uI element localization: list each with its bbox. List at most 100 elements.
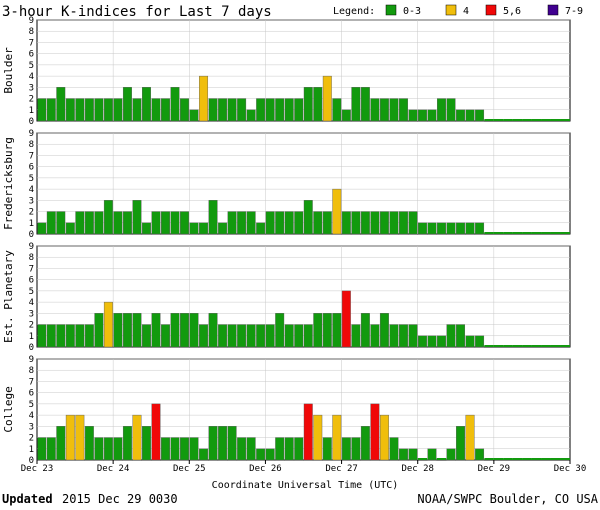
- y-tick-label: 0: [29, 117, 34, 127]
- k-bar: [113, 211, 123, 235]
- k-bar: [56, 324, 66, 348]
- k-bar: [208, 313, 218, 348]
- k-bar: [465, 414, 475, 461]
- k-bar: [465, 109, 475, 122]
- k-bar: [75, 324, 85, 348]
- k-bar: [132, 414, 142, 461]
- k-bar: [389, 98, 399, 122]
- k-bar: [303, 403, 313, 461]
- k-bar: [94, 211, 104, 235]
- k-bar: [303, 200, 313, 235]
- k-bar: [189, 109, 199, 122]
- k-bar: [446, 448, 456, 461]
- k-bar: [103, 98, 113, 122]
- k-bar: [284, 98, 294, 122]
- y-tick-label: 0: [29, 456, 34, 466]
- k-bar: [456, 109, 466, 122]
- k-bar: [522, 458, 532, 460]
- k-bar: [227, 98, 237, 122]
- k-bar: [56, 87, 66, 122]
- k-bar: [161, 437, 170, 461]
- y-tick-label: 8: [29, 366, 34, 376]
- k-bar: [94, 437, 104, 461]
- k-bar: [113, 98, 123, 122]
- k-bar: [456, 324, 466, 348]
- k-bar: [522, 232, 532, 234]
- k-bar: [227, 211, 237, 235]
- y-tick-label: 5: [29, 61, 34, 71]
- k-bar: [351, 324, 361, 348]
- k-bar: [437, 335, 446, 348]
- k-bar: [37, 437, 47, 461]
- k-bar: [246, 437, 256, 461]
- k-bar: [379, 414, 389, 461]
- k-bar: [456, 222, 466, 235]
- k-bar: [408, 324, 418, 348]
- k-bar: [132, 313, 142, 348]
- k-bar: [475, 109, 485, 122]
- updated-value: 2015 Dec 29 0030: [62, 492, 178, 506]
- k-bar: [313, 414, 323, 461]
- k-bar: [237, 98, 247, 122]
- y-tick-label: 7: [29, 38, 34, 48]
- y-tick-label: 4: [29, 298, 34, 308]
- k-bar: [427, 335, 437, 348]
- k-bar: [322, 75, 332, 122]
- y-tick-label: 5: [29, 287, 34, 297]
- k-bar: [522, 119, 532, 121]
- k-bar: [332, 98, 342, 122]
- x-tick-label: Dec 26: [249, 464, 282, 474]
- k-bar: [151, 403, 161, 461]
- x-tick-label: Dec 23: [21, 464, 54, 474]
- k-bar: [446, 222, 456, 235]
- k-bar: [560, 345, 570, 347]
- k-bar: [113, 313, 123, 348]
- k-bar: [122, 313, 132, 348]
- k-bar: [37, 98, 47, 122]
- k-bar: [161, 324, 170, 348]
- k-bar: [322, 211, 332, 235]
- k-bar: [465, 222, 475, 235]
- k-bar: [408, 211, 418, 235]
- k-bar: [180, 211, 189, 235]
- k-bar: [351, 87, 361, 122]
- k-bar: [389, 437, 399, 461]
- k-bar: [218, 324, 228, 348]
- k-bar: [360, 313, 370, 348]
- k-bar: [256, 98, 266, 122]
- y-tick-label: 1: [29, 219, 34, 229]
- k-bar: [522, 345, 532, 347]
- k-bar: [332, 313, 342, 348]
- k-bar: [294, 98, 304, 122]
- k-bar: [218, 426, 228, 461]
- k-bar: [427, 109, 437, 122]
- k-bar: [418, 222, 427, 235]
- y-tick-label: 8: [29, 253, 34, 263]
- k-bar: [332, 414, 342, 461]
- k-bar: [208, 426, 218, 461]
- k-bar: [170, 437, 180, 461]
- k-bar: [313, 211, 323, 235]
- k-bar: [199, 324, 209, 348]
- k-bar: [379, 98, 389, 122]
- y-tick-label: 3: [29, 422, 34, 432]
- k-bar: [398, 211, 408, 235]
- k-bar: [141, 222, 151, 235]
- legend-text-0-3: 0-3: [403, 6, 421, 17]
- k-bar: [170, 313, 180, 348]
- k-bar: [237, 324, 247, 348]
- y-tick-label: 2: [29, 321, 34, 331]
- panel-name: Est. Planetary: [2, 250, 15, 343]
- k-bar: [94, 313, 104, 348]
- updated-label: Updated: [2, 492, 53, 506]
- k-bar: [132, 200, 142, 235]
- k-bar: [427, 222, 437, 235]
- k-bar: [294, 211, 304, 235]
- k-bar: [341, 437, 351, 461]
- k-bar: [151, 98, 161, 122]
- k-bar: [170, 211, 180, 235]
- k-bar: [65, 414, 75, 461]
- k-bar: [151, 211, 161, 235]
